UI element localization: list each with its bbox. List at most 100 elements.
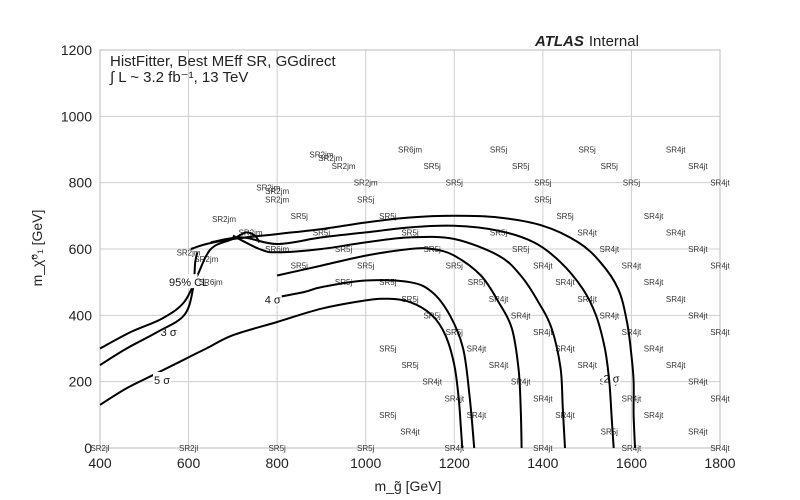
signal-region-label: SR4jt [710, 444, 730, 453]
y-axis-label: m_χ̃⁰₁ [GeV] [29, 210, 45, 287]
contour-label: 2 σ [604, 373, 620, 385]
signal-region-label: SR2jm [318, 154, 342, 163]
signal-region-label: SR5j [468, 278, 486, 287]
signal-region-label: SR4jt [644, 345, 664, 354]
signal-region-label: SR5j [512, 245, 530, 254]
x-axis-label: m_g̃ [GeV] [375, 478, 442, 494]
signal-region-label: SR5j [313, 228, 331, 237]
signal-region-label: SR5j [401, 361, 419, 370]
x-tick-label: 600 [177, 455, 201, 471]
signal-region-label: SR4jt [688, 162, 708, 171]
signal-region-label: SR4jt [555, 411, 575, 420]
signal-region-label: SR5j [291, 262, 309, 271]
signal-region-label: SR4jt [555, 278, 575, 287]
y-tick-label: 1000 [61, 108, 92, 124]
y-tick-labels: 0 200 400 600 800 1000 1200 [61, 42, 92, 456]
signal-region-label: SR5j [446, 179, 464, 188]
x-tick-label: 1800 [704, 455, 735, 471]
signal-region-label: SR4jt [710, 328, 730, 337]
x-tick-label: 800 [265, 455, 289, 471]
y-tick-label: 200 [69, 374, 93, 390]
signal-region-label: SR4jt [533, 328, 553, 337]
signal-region-label: SR2jm [354, 179, 378, 188]
signal-region-label: SR5j [490, 146, 508, 155]
signal-region-label: SR6jm [265, 245, 289, 254]
signal-region-label: SR2jm [265, 187, 289, 196]
signal-region-label: SR5j [512, 162, 530, 171]
signal-region-label: SR4jt [666, 361, 686, 370]
contour-line-3 [232, 234, 566, 449]
signal-region-label: SR4jt [622, 444, 642, 453]
signal-region-label: SR4jt [511, 311, 531, 320]
signal-region-label: SR4jt [644, 278, 664, 287]
experiment-status: Internal [589, 33, 639, 50]
x-tick-label: 1200 [439, 455, 470, 471]
signal-region-label: SR4jt [600, 245, 620, 254]
signal-region-label: SR4jt [688, 427, 708, 436]
signal-region-label: SR6jm [398, 146, 422, 155]
signal-region-label: SR5j [490, 228, 508, 237]
signal-region-label: SR5j [379, 212, 397, 221]
signal-region-label: SR5j [601, 427, 619, 436]
contour-line-6 [99, 231, 261, 350]
signal-region-label: SR4jt [600, 311, 620, 320]
signal-region-label: SR2jm [332, 162, 356, 171]
plot-frame [99, 49, 721, 449]
signal-region-label: SR4jt [511, 378, 531, 387]
signal-region-label: SR4jt [622, 328, 642, 337]
signal-region-label: SR4jt [489, 361, 509, 370]
signal-region-label: SR5j [401, 295, 419, 304]
signal-region-label: SR5j [623, 179, 641, 188]
contour-line-2 [210, 224, 615, 449]
signal-region-label: SR6jm [199, 278, 223, 287]
significance-contours: 2 σ 4 σ 3 σ 5 σ 95% CL [99, 214, 636, 449]
signal-region-label: SR2jm [309, 150, 333, 159]
signal-region-label: SR5j [268, 444, 286, 453]
signal-region-label: SR4jt [644, 411, 664, 420]
signal-region-label: SR4jt [666, 295, 686, 304]
y-tick-label: 400 [69, 307, 93, 323]
contour-label: 5 σ [154, 375, 170, 387]
signal-region-label: SR4jt [577, 295, 597, 304]
signal-region-label: SR2jl [179, 444, 198, 453]
x-tick-labels: 400 600 800 1000 1200 1400 1600 1800 [88, 455, 735, 471]
signal-region-label: SR4jt [445, 394, 465, 403]
signal-region-label: SR4jt [688, 245, 708, 254]
signal-region-label: SR4jt [688, 378, 708, 387]
contour-label-backdrop [602, 370, 621, 385]
contour-label-backdrop [153, 372, 171, 387]
experiment-bold: ATLAS [534, 33, 584, 50]
signal-region-label: SR4jt [489, 295, 509, 304]
contour-line-7 [99, 297, 464, 449]
y-tick-label: 600 [69, 241, 93, 257]
signal-region-label: SR4jt [467, 411, 487, 420]
signal-region-label: SR2jm [212, 215, 236, 224]
signal-region-label: SR4jt [666, 146, 686, 155]
signal-region-label: SR4jt [555, 345, 575, 354]
contour-line-5 [268, 279, 476, 449]
signal-region-label: SR5j [578, 146, 596, 155]
chart-title-line-1: HistFitter, Best MEff SR, GGdirect [110, 53, 336, 70]
signal-region-label: SR4jt [666, 228, 686, 237]
signal-region-label: SR5j [556, 212, 574, 221]
signal-region-label: SR5j [423, 162, 441, 171]
chart-title-line-2: ∫ L ~ 3.2 fb⁻¹, 13 TeV [109, 69, 248, 86]
signal-region-label: SR5j [291, 212, 309, 221]
signal-region-label: SR4jt [445, 444, 465, 453]
signal-region-label: SR5j [357, 444, 375, 453]
signal-region-label: SR4jt [710, 394, 730, 403]
experiment-label: ATLAS Internal [534, 33, 639, 50]
contour-line-8 [99, 252, 199, 366]
contour-label: 3 σ [161, 327, 177, 339]
signal-region-label: SR5j [379, 278, 397, 287]
signal-region-label: SR4jt [422, 378, 442, 387]
signal-region-label: SR5j [534, 195, 552, 204]
signal-region-label: SR5j [335, 245, 353, 254]
x-tick-label: 1400 [527, 455, 558, 471]
y-tick-label: 1200 [61, 42, 92, 58]
signal-region-label: SR4jt [533, 262, 553, 271]
signal-region-label: SR2jm [194, 255, 218, 264]
signal-region-label: SR4jt [622, 262, 642, 271]
contour-label-backdrop [263, 291, 282, 306]
